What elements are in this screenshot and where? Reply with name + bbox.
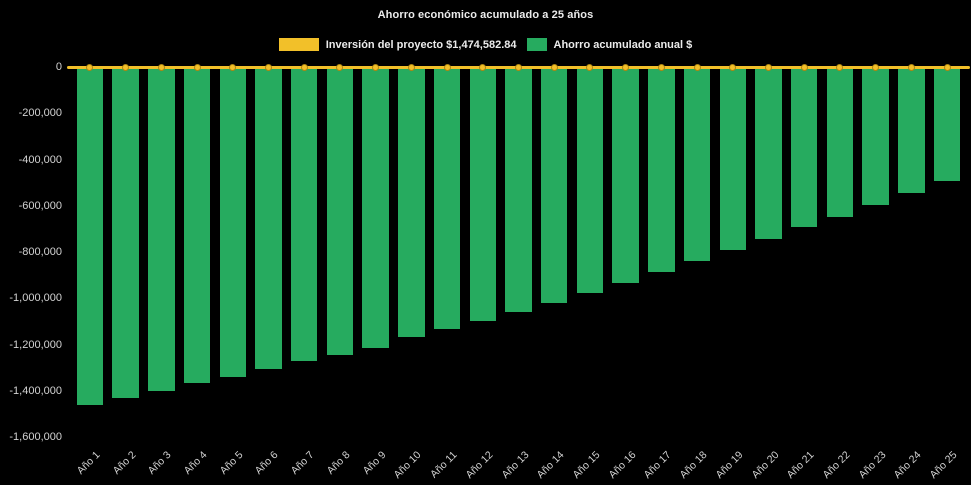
x-tick-label: Año 2 [110,449,139,477]
bar-year-13 [505,67,532,312]
bar-year-6 [255,67,282,370]
investment-line-marker [657,64,665,71]
bar-year-8 [326,67,354,355]
y-tick-label: -600,000 [18,199,62,212]
investment-line-marker [443,64,451,71]
x-tick-label: Año 24 [891,449,924,482]
legend-item-savings[interactable]: Ahorro acumulado anual $ [526,38,693,51]
y-tick-label: -1,200,000 [9,338,62,351]
y-tick-label: -1,000,000 [9,292,62,305]
savings-legend-swatch [526,38,547,51]
bar-year-17 [648,67,675,272]
x-tick-label: Año 12 [463,449,496,482]
x-tick-label: Año 9 [360,449,389,477]
investment-line-marker [86,64,94,71]
bar-year-3 [148,67,175,392]
bar-year-18 [683,67,711,262]
investment-line-marker [800,64,808,71]
bar-year-20 [755,67,782,240]
x-tick-label: Año 20 [748,449,782,482]
bar-year-15 [576,67,604,293]
bar-year-21 [791,67,818,228]
bar-year-25 [933,67,961,182]
investment-line-marker [300,64,308,71]
savings-legend-label: Ahorro acumulado anual $ [553,38,693,51]
bar-year-14 [541,67,568,303]
bar-year-23 [862,67,889,205]
plot-area [67,64,970,437]
investment-line-marker [943,64,951,71]
bar-year-11 [433,67,461,329]
y-tick-label: -1,400,000 [9,384,62,397]
x-tick-label: Año 15 [570,449,603,482]
x-tick-label: Año 7 [288,449,317,477]
investment-line-marker [264,64,272,71]
chart-legend: Inversión del proyecto $1,474,582.84 Aho… [0,38,971,51]
y-tick-label: -800,000 [18,246,62,258]
bar-year-16 [612,67,639,283]
x-tick-label: Año 19 [713,449,746,482]
x-tick-label: Año 6 [253,449,281,477]
investment-line-marker [872,64,880,71]
x-tick-label: Año 4 [181,449,210,477]
x-tick-label: Año 23 [856,449,889,482]
x-tick-label: Año 3 [145,449,174,477]
investment-legend-label: Inversión del proyecto $1,474,582.84 [325,38,517,51]
x-tick-label: Año 21 [784,449,817,482]
bar-year-12 [469,67,496,321]
x-tick-label: Año 10 [391,449,424,482]
investment-line-marker [765,64,773,71]
investment-line-marker [229,64,237,71]
x-tick-label: Año 1 [74,449,103,477]
bar-year-4 [183,67,211,384]
investment-line-marker [550,64,558,71]
investment-line-marker [729,64,737,71]
bar-year-24 [898,67,925,194]
investment-line-marker [193,64,201,71]
investment-legend-swatch [278,38,319,51]
bar-year-9 [362,67,389,348]
bar-year-10 [398,67,425,337]
investment-line-marker [122,64,130,71]
x-tick-label: Año 22 [820,449,853,482]
bar-year-2 [112,67,139,399]
x-tick-label: Año 5 [217,449,246,477]
x-tick-label: Año 16 [606,449,639,482]
bar-year-5 [219,67,246,377]
legend-item-investment[interactable]: Inversión del proyecto $1,474,582.84 [278,38,517,51]
x-tick-label: Año 17 [641,449,674,482]
investment-line-marker [515,64,522,71]
y-tick-label: 0 [55,61,62,73]
y-tick-label: -1,600,000 [9,431,62,443]
investment-line-marker [622,64,630,71]
investment-line-marker [693,64,701,71]
investment-line-marker [157,64,165,71]
investment-line-marker [479,64,487,71]
investment-line-marker [586,64,594,71]
investment-line-marker [836,64,844,71]
x-tick-label: Año 11 [428,449,460,481]
x-tick-label: Año 8 [324,449,353,477]
bar-year-22 [826,67,854,217]
investment-line-marker [907,64,915,71]
chart-title: Ahorro económico acumulado a 25 años [377,9,594,21]
x-tick-label: Año 13 [498,449,531,482]
investment-line-marker [407,64,415,71]
x-tick-label: Año 18 [677,449,710,482]
y-tick-label: -400,000 [18,153,62,166]
x-tick-label: Año 25 [927,449,960,482]
investment-line-marker [336,64,344,71]
bar-year-1 [76,67,104,405]
x-tick-label: Año 14 [534,449,567,482]
bar-year-7 [290,67,318,362]
investment-line-marker [372,64,380,71]
y-tick-label: -200,000 [18,107,62,120]
bar-year-19 [719,67,747,251]
